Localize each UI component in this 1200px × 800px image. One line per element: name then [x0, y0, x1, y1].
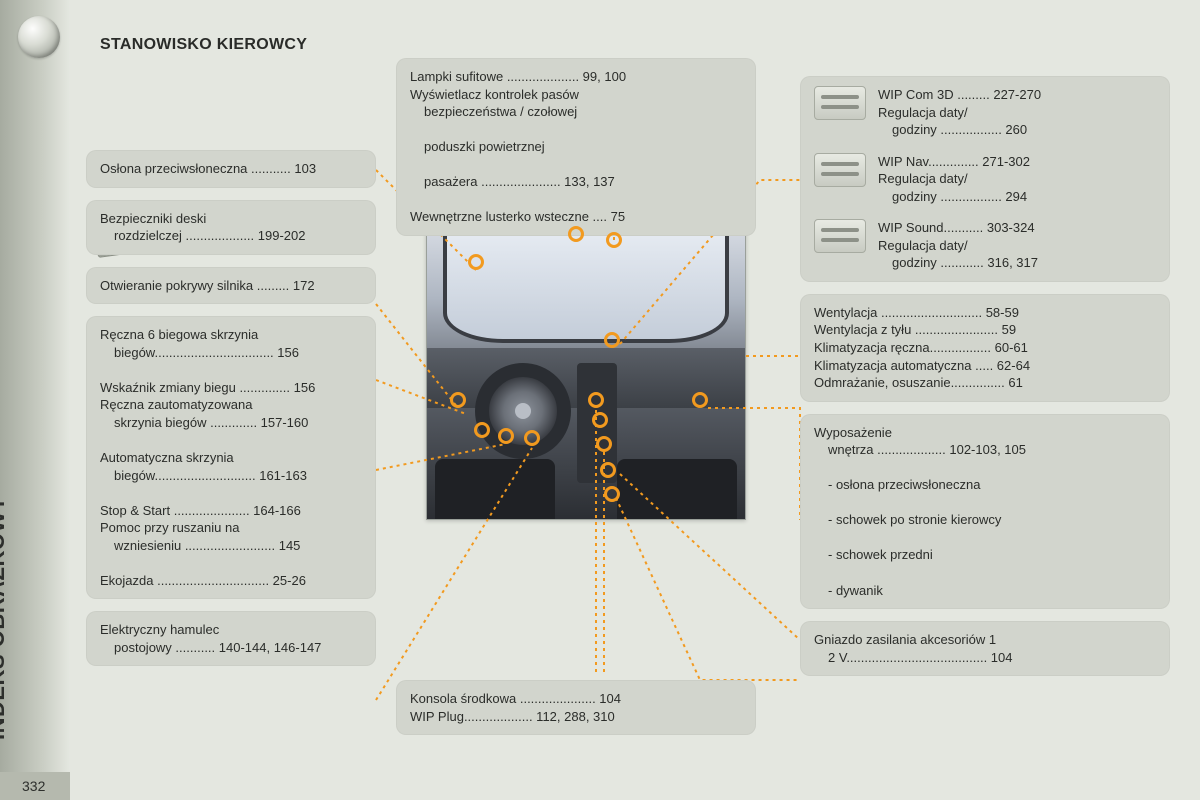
callout-marker [606, 232, 622, 248]
callout-panel: Otwieranie pokrywy silnika ......... 172 [86, 267, 376, 305]
callout-marker [604, 486, 620, 502]
callout-panel: Wentylacja ............................ … [800, 294, 1170, 402]
radio-unit-text: WIP Nav.............. 271-302Regulacja d… [878, 153, 1156, 206]
brand-logo-icon [18, 16, 60, 58]
callout-panel: Gniazdo zasilania akcesoriów 12 V.......… [800, 621, 1170, 676]
bottom-column: Konsola środkowa ..................... 1… [396, 680, 756, 747]
radio-unit-icon [814, 219, 866, 253]
left-column: Osłona przeciwsłoneczna ........... 103 B… [86, 150, 376, 678]
callout-panel: Lampki sufitowe .................... 99,… [396, 58, 756, 236]
callout-marker [468, 254, 484, 270]
callout-marker [692, 392, 708, 408]
page-number: 332 [22, 778, 45, 794]
callout-marker [568, 226, 584, 242]
callout-marker [600, 462, 616, 478]
sidebar-gradient [0, 0, 70, 800]
callout-marker [524, 430, 540, 446]
radio-unit-icon [814, 153, 866, 187]
right-column: WIP Com 3D ......... 227-270Regulacja da… [800, 76, 1170, 688]
callout-marker [596, 436, 612, 452]
callout-panel: Konsola środkowa ..................... 1… [396, 680, 756, 735]
radio-unit-text: WIP Sound........... 303-324Regulacja da… [878, 219, 1156, 272]
callout-marker [604, 332, 620, 348]
callout-marker [592, 412, 608, 428]
callout-panel: Bezpieczniki deskirozdzielczej .........… [86, 200, 376, 255]
callout-panel: Elektryczny hamulecpostojowy ...........… [86, 611, 376, 666]
radio-unit-text: WIP Com 3D ......... 227-270Regulacja da… [878, 86, 1156, 139]
callout-marker [498, 428, 514, 444]
callout-marker [588, 392, 604, 408]
callout-panel: Ręczna 6 biegowa skrzyniabiegów.........… [86, 316, 376, 599]
radio-unit-icon [814, 86, 866, 120]
callout-marker [474, 422, 490, 438]
callout-panel: Osłona przeciwsłoneczna ........... 103 [86, 150, 376, 188]
callout-panel: Wyposażeniewnętrza ................... 1… [800, 414, 1170, 609]
audio-systems-panel: WIP Com 3D ......... 227-270Regulacja da… [800, 76, 1170, 282]
section-tab: INDEKS OBRAZKOWY [0, 496, 10, 740]
page-title: STANOWISKO KIEROWCY [100, 36, 307, 54]
callout-marker [450, 392, 466, 408]
top-column: Lampki sufitowe .................... 99,… [396, 58, 756, 248]
